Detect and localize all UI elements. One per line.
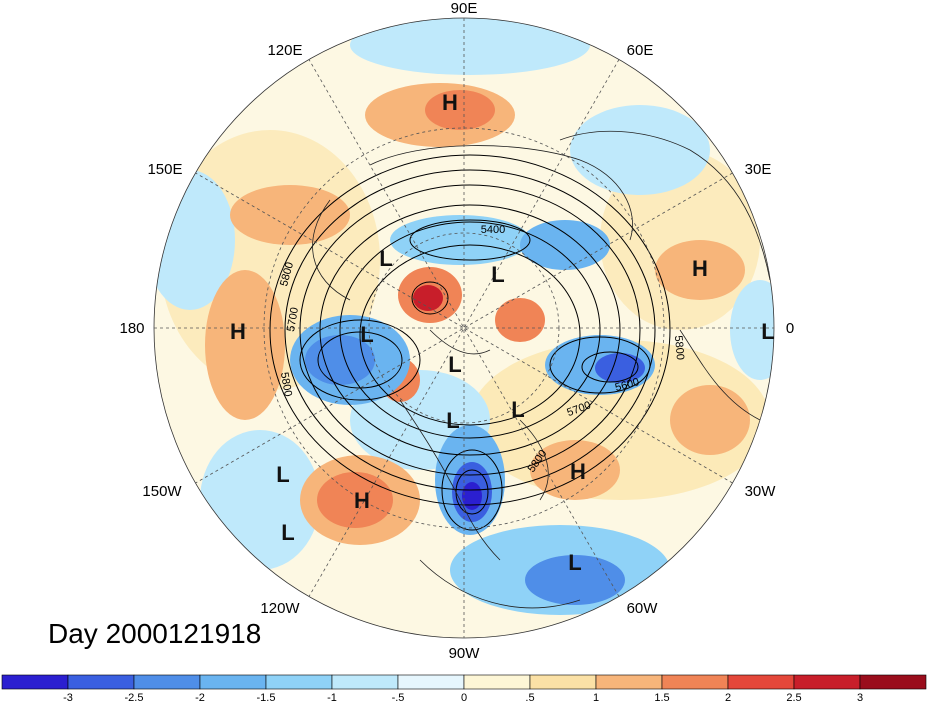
low-center: L <box>761 319 774 344</box>
lon-label-60e: 60E <box>627 42 654 59</box>
colorbar-tick-label: -1 <box>327 692 337 702</box>
colorbar-swatch <box>727 674 795 690</box>
graticule <box>153 17 775 639</box>
coastlines <box>312 130 771 609</box>
lon-label-90e: 90E <box>451 0 478 17</box>
low-center: L <box>568 550 581 575</box>
colorbar-swatch <box>133 674 201 690</box>
contour-label: 5800 <box>278 371 294 397</box>
contour-label: 5400 <box>481 224 505 236</box>
lon-label-150e: 150E <box>147 161 182 178</box>
height-contours <box>269 154 671 531</box>
low-center: L <box>446 408 459 433</box>
high-center: H <box>570 459 586 484</box>
low-center: L <box>276 462 289 487</box>
anomaly-shading <box>154 18 774 615</box>
colorbar-swatch <box>661 674 729 690</box>
lon-label-120w: 120W <box>260 600 300 617</box>
colorbar-tick-label: 1.5 <box>654 692 669 702</box>
contour-label: 5800 <box>672 335 686 360</box>
colorbar-swatch <box>529 674 597 690</box>
colorbar-tick-label: -.5 <box>392 692 405 702</box>
high-center: H <box>230 319 246 344</box>
lon-label-30e: 30E <box>745 161 772 178</box>
high-center: H <box>692 256 708 281</box>
colorbar-tick-label: -1.5 <box>257 692 276 702</box>
colorbar-swatch <box>463 674 531 690</box>
colorbar-swatch <box>67 674 135 690</box>
colorbar-tick-label: -2 <box>195 692 205 702</box>
colorbar-tick-label: 0 <box>461 692 467 702</box>
low-center: L <box>360 322 373 347</box>
colorbar-swatch <box>331 674 399 690</box>
colorbar-tick-label: 2.5 <box>786 692 801 702</box>
colorbar-swatch <box>595 674 663 690</box>
lon-label-30w: 30W <box>745 483 777 500</box>
colorbar-swatch <box>397 674 465 690</box>
lon-label-150w: 150W <box>142 483 182 500</box>
colorbar-tick-label: -3 <box>63 692 73 702</box>
colorbar-tick-label: 1 <box>593 692 599 702</box>
lon-label-90w: 90W <box>449 645 481 662</box>
lon-label-180: 180 <box>119 320 144 337</box>
colorbar: -3 -2.5 -2 -1.5 -1 -.5 0 .5 1 1.5 2 2.5 3 <box>1 674 927 702</box>
contour-labels: 5400 5800 5700 5800 5800 5600 5700 5800 <box>278 224 686 475</box>
low-center: L <box>491 262 504 287</box>
day-title: Day 2000121918 <box>48 618 262 649</box>
colorbar-tick-label: 3 <box>857 692 863 702</box>
pressure-centers: H H H H H L L L L L L L L L L <box>230 90 775 575</box>
lon-label-120e: 120E <box>267 42 302 59</box>
colorbar-tick-label: -2.5 <box>125 692 144 702</box>
high-center: H <box>442 90 458 115</box>
colorbar-swatch <box>859 674 927 690</box>
low-center: L <box>511 397 524 422</box>
low-center: L <box>281 520 294 545</box>
colorbar-swatch <box>793 674 861 690</box>
colorbar-swatch <box>265 674 333 690</box>
contour-label: 5700 <box>285 306 301 332</box>
colorbar-tick-label: .5 <box>525 692 534 702</box>
colorbar-swatch <box>1 674 69 690</box>
lon-label-60w: 60W <box>627 600 659 617</box>
colorbar-swatch <box>199 674 267 690</box>
lon-label-0: 0 <box>786 320 794 337</box>
low-center: L <box>448 352 461 377</box>
low-center: L <box>379 246 392 271</box>
colorbar-tick-label: 2 <box>725 692 731 702</box>
high-center: H <box>354 488 370 513</box>
longitude-labels: 90E 60E 30E 0 30W 60W 90W 120W 150W 180 … <box>119 0 794 662</box>
